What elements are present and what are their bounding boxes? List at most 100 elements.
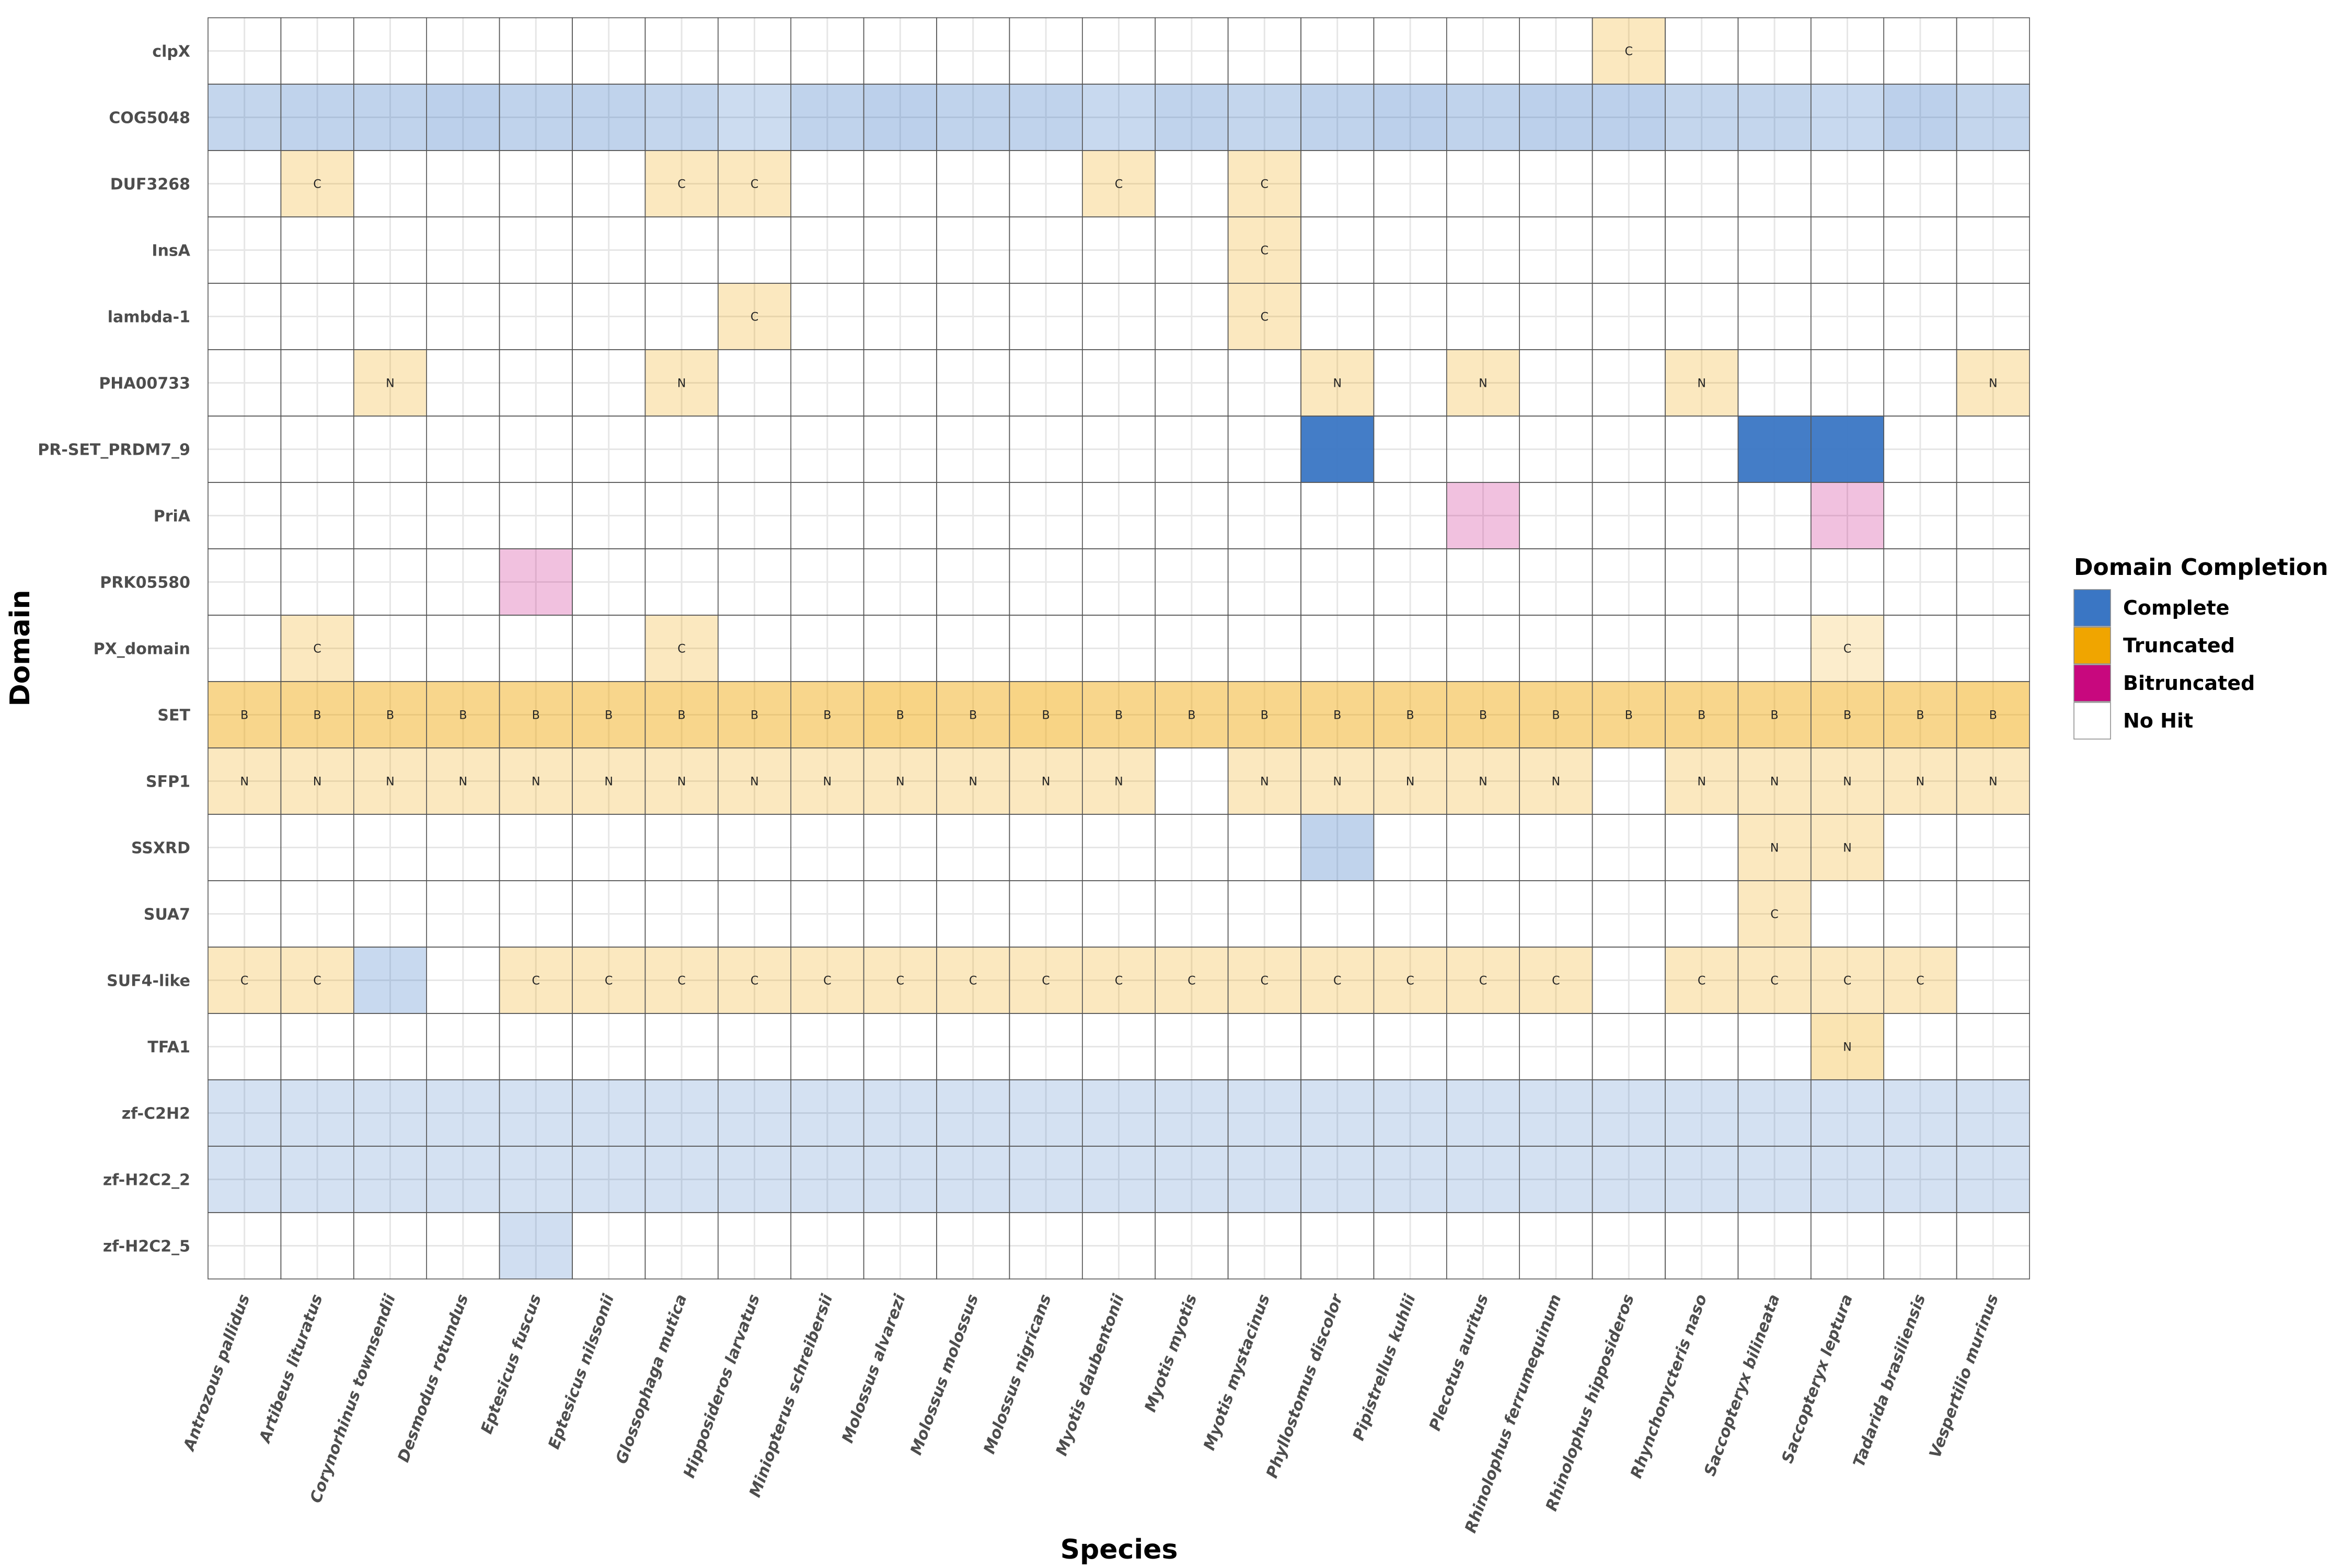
y-tick-label: zf-H2C2_5 [103, 1238, 190, 1256]
cell-sfp1-saccopteryx-leptura [1811, 748, 1884, 814]
cell-label: C [1115, 975, 1123, 988]
cell-label: C [1261, 975, 1269, 988]
cell-label: B [459, 709, 467, 722]
legend-label-complete: Complete [2123, 596, 2230, 619]
legend-key-bitruncated [2073, 664, 2111, 702]
cell-zf-h2c2-2-phyllostomus-discolor [1301, 1146, 1374, 1213]
cell-set-rhinolophus-hipposideros [1592, 682, 1665, 748]
cell-zf-c2h2-saccopteryx-bilineata [1738, 1080, 1811, 1146]
cell-cog5048-myotis-myotis [1155, 84, 1228, 151]
cell-label: B [240, 709, 248, 722]
cell-cog5048-corynorhinus-townsendii [353, 84, 427, 151]
cell-label: C [1479, 975, 1487, 988]
cell-lambda-1-hipposideros-larvatus [718, 283, 791, 350]
cell-sfp1-myotis-daubentonii [1082, 748, 1156, 814]
cell-zf-h2c2-2-corynorhinus-townsendii [353, 1146, 427, 1213]
cell-label: B [1916, 709, 1924, 722]
cell-suf4-like-tadarida-brasiliensis [1884, 947, 1957, 1013]
legend-key-complete [2073, 589, 2111, 627]
cell-label: B [969, 709, 977, 722]
cell-cog5048-antrozous-pallidus [208, 84, 281, 151]
cell-border [1956, 1212, 2030, 1279]
cell-sfp1-molossus-alvarezi [863, 748, 937, 814]
cell-cog5048-eptesicus-fuscus [499, 84, 572, 151]
legend-label-no-hit: No Hit [2123, 709, 2193, 732]
cell-zf-h2c2-2-desmodus-rotundus [426, 1146, 500, 1213]
cell-label: N [750, 776, 758, 789]
cell-label: C [1187, 975, 1195, 988]
cell-zf-c2h2-phyllostomus-discolor [1301, 1080, 1374, 1146]
cell-set-tadarida-brasiliensis [1884, 682, 1957, 748]
cell-set-rhynchonycteris-naso [1665, 682, 1738, 748]
cell-label: C [313, 643, 321, 656]
cell-label: C [677, 178, 685, 191]
cell-zf-c2h2-antrozous-pallidus [208, 1080, 281, 1146]
cell-ssxrd-saccopteryx-bilineata [1738, 814, 1811, 881]
cell-borders [207, 17, 2030, 1279]
cell-set-eptesicus-nilssonii [572, 682, 645, 748]
cell-label: B [1989, 709, 1997, 722]
cell-cog5048-saccopteryx-bilineata [1738, 84, 1811, 151]
cell-set-rhinolophus-ferrumequinum [1519, 682, 1593, 748]
cell-suf4-like-phyllostomus-discolor [1301, 947, 1374, 1013]
cell-label: N [1042, 776, 1050, 789]
y-tick-label: PX_domain [94, 640, 190, 659]
cell-zf-c2h2-rhynchonycteris-naso [1665, 1080, 1738, 1146]
cell-label: C [1843, 975, 1851, 988]
cell-sfp1-eptesicus-fuscus [499, 748, 572, 814]
cell-zf-c2h2-rhinolophus-ferrumequinum [1519, 1080, 1593, 1146]
cell-label: C [1042, 975, 1050, 988]
cell-label: N [969, 776, 977, 789]
cell-suf4-like-myotis-daubentonii [1082, 947, 1156, 1013]
y-tick-label: SET [157, 707, 190, 725]
cell-duf3268-artibeus-lituratus [281, 151, 354, 217]
cell-label: B [386, 709, 394, 722]
cell-cog5048-rhinolophus-ferrumequinum [1519, 84, 1593, 151]
cell-cog5048-plecotus-auritus [1446, 84, 1520, 151]
cell-suf4-like-glossophaga-mutica [645, 947, 718, 1013]
cell-zf-h2c2-2-antrozous-pallidus [208, 1146, 281, 1213]
cell-label: C [751, 975, 758, 988]
cell-label: C [1261, 311, 1269, 324]
cell-zf-h2c2-2-myotis-myotis [1155, 1146, 1228, 1213]
legend-title: Domain Completion [2074, 554, 2328, 581]
cell-label: N [1260, 776, 1269, 789]
cell-label: B [823, 709, 831, 722]
cell-px-domain-glossophaga-mutica [645, 615, 718, 682]
cell-set-eptesicus-fuscus [499, 682, 572, 748]
cell-label: N [1479, 776, 1487, 789]
cell-cog5048-molossus-alvarezi [863, 84, 937, 151]
cell-ssxrd-saccopteryx-leptura [1811, 814, 1884, 881]
cell-zf-c2h2-hipposideros-larvatus [718, 1080, 791, 1146]
cell-cog5048-saccopteryx-leptura [1811, 84, 1884, 151]
cell-sfp1-phyllostomus-discolor [1301, 748, 1374, 814]
cell-label: N [1989, 776, 1997, 789]
cell-px-domain-artibeus-lituratus [281, 615, 354, 682]
cell-label: B [1771, 709, 1779, 722]
cell-zf-c2h2-plecotus-auritus [1446, 1080, 1520, 1146]
cell-set-saccopteryx-leptura [1811, 682, 1884, 748]
cell-lambda-1-myotis-mystacinus [1228, 283, 1301, 350]
cell-zf-h2c2-2-miniopterus-schreibersii [791, 1146, 864, 1213]
y-tick-label: InsA [152, 242, 190, 260]
cell-sfp1-miniopterus-schreibersii [791, 748, 864, 814]
cell-set-phyllostomus-discolor [1301, 682, 1374, 748]
cell-set-molossus-molossus [937, 682, 1010, 748]
cell-zf-c2h2-artibeus-lituratus [281, 1080, 354, 1146]
cell-cog5048-miniopterus-schreibersii [791, 84, 864, 151]
cell-suf4-like-eptesicus-fuscus [499, 947, 572, 1013]
cell-suf4-like-rhinolophus-ferrumequinum [1519, 947, 1593, 1013]
cell-suf4-like-pipistrellus-kuhlii [1374, 947, 1447, 1013]
cell-label: B [1187, 709, 1195, 722]
legend-label-truncated: Truncated [2123, 634, 2235, 657]
cell-label: N [313, 776, 321, 789]
cell-label: C [532, 975, 540, 988]
cell-cog5048-myotis-daubentonii [1082, 84, 1156, 151]
cell-zf-c2h2-saccopteryx-leptura [1811, 1080, 1884, 1146]
cell-cog5048-pipistrellus-kuhlii [1374, 84, 1447, 151]
cell-label: B [1333, 709, 1341, 722]
cell-zf-c2h2-vespertilio-murinus [1956, 1080, 2030, 1146]
cell-duf3268-glossophaga-mutica [645, 151, 718, 217]
y-tick-label: COG5048 [109, 109, 190, 128]
cell-sfp1-antrozous-pallidus [208, 748, 281, 814]
